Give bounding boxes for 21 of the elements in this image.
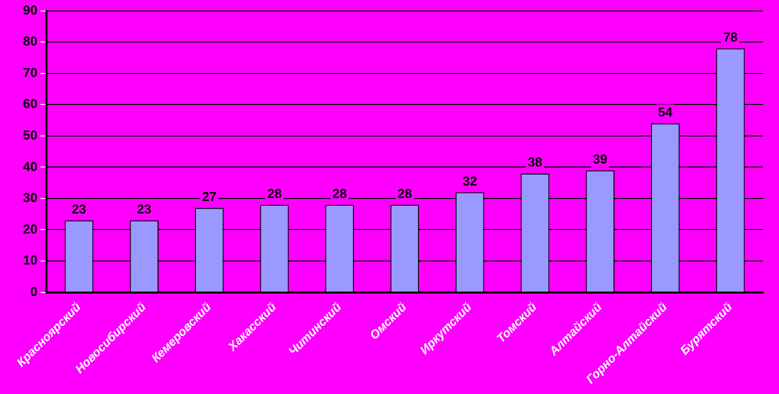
y-tick-label: 30 [22,190,38,206]
y-tick-label: 80 [22,34,38,49]
data-label: 38 [528,154,542,170]
data-label: 54 [658,104,674,120]
y-tick-label: 50 [22,127,38,142]
y-tick-label: 90 [22,2,38,18]
y-tick-label: 0 [30,284,38,299]
data-label: 28 [332,186,347,201]
y-tick-label: 40 [22,158,38,174]
data-label: 27 [202,188,217,204]
y-tick-label: 10 [22,252,38,268]
data-label: 78 [723,29,738,44]
data-label: 23 [72,201,86,216]
data-label: 28 [267,186,282,201]
data-label: 32 [462,173,478,188]
data-label: 23 [136,201,152,216]
data-label: 28 [397,186,412,201]
y-tick-label: 60 [22,96,38,112]
data-label: 39 [592,151,608,166]
y-tick-label: 20 [22,221,38,236]
y-tick-label: 70 [22,64,38,80]
